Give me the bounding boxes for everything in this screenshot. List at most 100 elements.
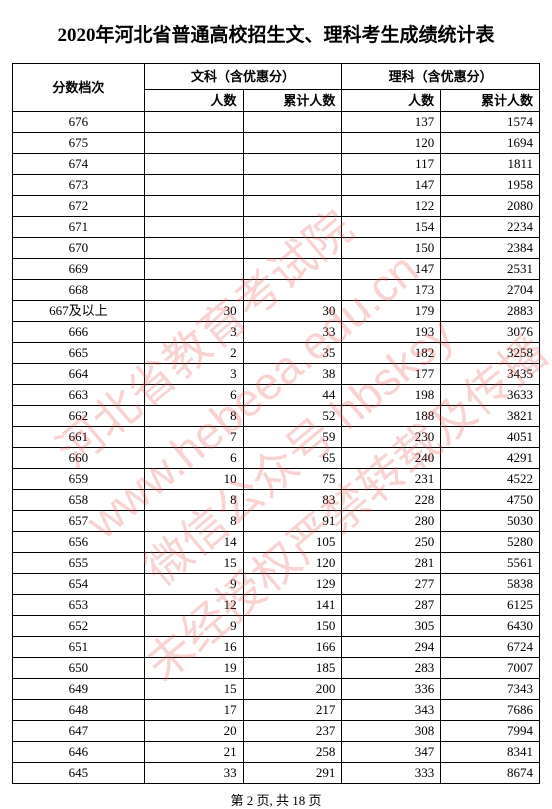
cell-science-cumulative: 1694: [441, 133, 540, 154]
cell-arts-count: 8: [144, 511, 243, 532]
table-row: 6643381773435: [13, 364, 540, 385]
cell-score: 662: [13, 406, 145, 427]
cell-arts-count: [144, 154, 243, 175]
cell-science-count: 154: [342, 217, 441, 238]
cell-arts-cumulative: [243, 280, 342, 301]
cell-arts-count: 20: [144, 721, 243, 742]
header-science-cumulative: 累计人数: [441, 90, 540, 112]
cell-arts-count: 9: [144, 616, 243, 637]
cell-science-count: 343: [342, 700, 441, 721]
cell-science-count: 347: [342, 742, 441, 763]
cell-science-cumulative: 4750: [441, 490, 540, 511]
cell-arts-cumulative: [243, 217, 342, 238]
header-science-group: 理科（含优惠分）: [342, 64, 540, 90]
score-table: 分数档次 文科（含优惠分） 理科（含优惠分） 人数 累计人数 人数 累计人数 6…: [12, 63, 540, 784]
cell-science-cumulative: 5280: [441, 532, 540, 553]
table-row: 6751201694: [13, 133, 540, 154]
table-row: 6617592304051: [13, 427, 540, 448]
cell-arts-cumulative: 59: [243, 427, 342, 448]
cell-science-count: 250: [342, 532, 441, 553]
cell-arts-count: 14: [144, 532, 243, 553]
cell-science-count: 333: [342, 763, 441, 784]
cell-score: 659: [13, 469, 145, 490]
cell-science-count: 240: [342, 448, 441, 469]
cell-science-cumulative: 2234: [441, 217, 540, 238]
cell-science-count: 177: [342, 364, 441, 385]
cell-arts-cumulative: 258: [243, 742, 342, 763]
cell-arts-cumulative: [243, 175, 342, 196]
cell-science-count: 137: [342, 112, 441, 133]
table-wrapper: 河北省教育考试院 www.hebeea.edu.cn 微信公众号 hbsksy …: [0, 63, 552, 784]
table-row: 671 1542234: [13, 217, 540, 238]
cell-science-count: 182: [342, 343, 441, 364]
cell-arts-count: 3: [144, 322, 243, 343]
cell-science-count: 147: [342, 175, 441, 196]
table-row: 645332913338674: [13, 763, 540, 784]
cell-arts-count: 16: [144, 637, 243, 658]
cell-score: 665: [13, 343, 145, 364]
cell-arts-cumulative: 33: [243, 322, 342, 343]
cell-science-cumulative: 7343: [441, 679, 540, 700]
cell-science-count: 198: [342, 385, 441, 406]
cell-score: 654: [13, 574, 145, 595]
cell-science-cumulative: 2883: [441, 301, 540, 322]
table-row: 6721222080: [13, 196, 540, 217]
cell-science-cumulative: 3258: [441, 343, 540, 364]
cell-science-count: 277: [342, 574, 441, 595]
table-row: 6636441983633: [13, 385, 540, 406]
table-row: 667及以上30301792883: [13, 301, 540, 322]
cell-arts-cumulative: [243, 112, 342, 133]
cell-arts-cumulative: 38: [243, 364, 342, 385]
cell-arts-cumulative: 141: [243, 595, 342, 616]
cell-arts-cumulative: 44: [243, 385, 342, 406]
page-title: 2020年河北省普通高校招生文、理科考生成绩统计表: [0, 0, 552, 63]
table-row: 656141052505280: [13, 532, 540, 553]
cell-science-cumulative: 5561: [441, 553, 540, 574]
cell-science-count: 122: [342, 196, 441, 217]
cell-science-cumulative: 4051: [441, 427, 540, 448]
header-arts-group: 文科（含优惠分）: [144, 64, 342, 90]
cell-score: 663: [13, 385, 145, 406]
cell-score: 671: [13, 217, 145, 238]
cell-score: 664: [13, 364, 145, 385]
cell-science-count: 179: [342, 301, 441, 322]
cell-science-cumulative: 1958: [441, 175, 540, 196]
table-row: 6578912805030: [13, 511, 540, 532]
cell-science-cumulative: 4291: [441, 448, 540, 469]
table-row: 6663331933076: [13, 322, 540, 343]
cell-arts-cumulative: 75: [243, 469, 342, 490]
cell-score: 648: [13, 700, 145, 721]
cell-science-cumulative: 6430: [441, 616, 540, 637]
cell-score: 673: [13, 175, 145, 196]
cell-arts-cumulative: 129: [243, 574, 342, 595]
cell-science-count: 281: [342, 553, 441, 574]
cell-science-count: 308: [342, 721, 441, 742]
cell-score: 667及以上: [13, 301, 145, 322]
cell-science-cumulative: 2531: [441, 259, 540, 280]
cell-arts-cumulative: 105: [243, 532, 342, 553]
cell-science-count: 193: [342, 322, 441, 343]
cell-score: 649: [13, 679, 145, 700]
table-row: 647202373087994: [13, 721, 540, 742]
table-row: 673 1471958: [13, 175, 540, 196]
table-row: 65491292775838: [13, 574, 540, 595]
cell-arts-count: 12: [144, 595, 243, 616]
cell-score: 661: [13, 427, 145, 448]
table-row: 6691472531: [13, 259, 540, 280]
cell-science-cumulative: 1811: [441, 154, 540, 175]
cell-science-count: 230: [342, 427, 441, 448]
cell-science-cumulative: 6724: [441, 637, 540, 658]
cell-science-cumulative: 7686: [441, 700, 540, 721]
cell-arts-count: 30: [144, 301, 243, 322]
cell-science-cumulative: 5030: [441, 511, 540, 532]
table-row: 6628521883821: [13, 406, 540, 427]
cell-science-count: 280: [342, 511, 441, 532]
cell-arts-cumulative: 185: [243, 658, 342, 679]
cell-science-count: 188: [342, 406, 441, 427]
table-row: 648172173437686: [13, 700, 540, 721]
cell-score: 668: [13, 280, 145, 301]
cell-score: 652: [13, 616, 145, 637]
cell-score: 672: [13, 196, 145, 217]
cell-arts-count: 8: [144, 406, 243, 427]
table-row: 649152003367343: [13, 679, 540, 700]
